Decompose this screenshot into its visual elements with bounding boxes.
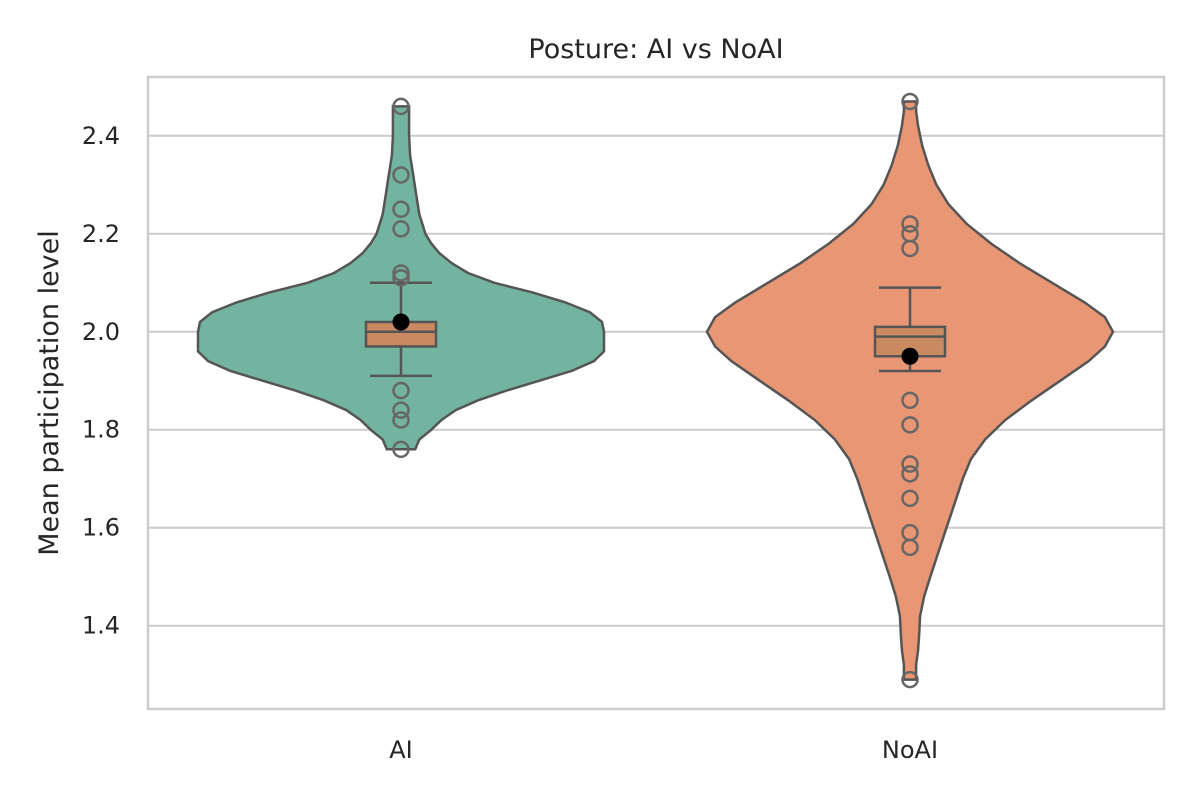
data-point	[392, 269, 410, 287]
data-point	[392, 440, 410, 459]
data-point	[392, 264, 410, 282]
y-tick-label: 1.8	[82, 416, 120, 444]
data-point	[901, 391, 919, 410]
data-point	[901, 670, 919, 689]
data-point	[901, 465, 919, 483]
tick-layer: 1.4 1.6 1.8 2.0 2.2 2.4 AI NoAI	[82, 122, 938, 764]
y-tick-label: 1.6	[82, 514, 120, 542]
plot-frame	[146, 75, 1166, 711]
data-point	[392, 381, 410, 400]
data-point	[901, 239, 919, 258]
y-axis-label: Mean participation level	[34, 230, 65, 556]
data-point	[901, 416, 919, 434]
violin-layer	[196, 100, 1115, 681]
data-point	[392, 97, 410, 116]
data-point	[392, 220, 410, 238]
data-point	[901, 455, 919, 473]
data-point	[901, 92, 919, 111]
data-point	[392, 200, 410, 219]
violin-noai	[705, 100, 1115, 681]
x-tick-label: AI	[389, 736, 413, 764]
data-point	[392, 401, 410, 419]
y-tick-label: 1.4	[82, 612, 120, 640]
y-tick-label: 2.4	[82, 122, 120, 150]
x-tick-label: NoAI	[882, 736, 938, 764]
point-layer	[392, 92, 919, 689]
mean-marker	[901, 347, 919, 365]
y-tick-label: 2.2	[82, 220, 120, 248]
chart-title: Posture: AI vs NoAI	[528, 34, 783, 65]
y-tick-label: 2.0	[82, 318, 120, 346]
mean-marker	[392, 313, 410, 331]
data-point	[392, 166, 410, 184]
data-point	[901, 489, 919, 508]
data-point	[901, 538, 919, 557]
data-point	[392, 411, 410, 429]
data-point	[901, 215, 919, 233]
